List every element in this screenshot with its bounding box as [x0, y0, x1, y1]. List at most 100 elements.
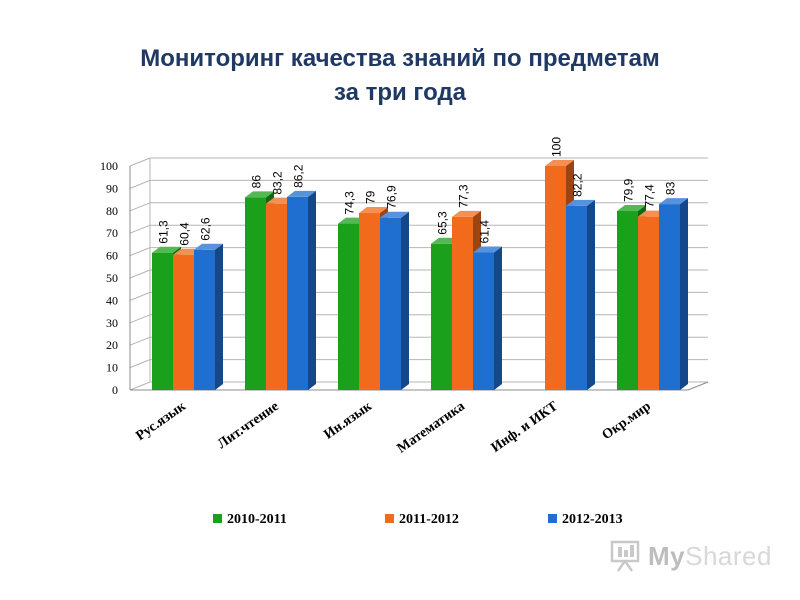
- bar-front: [245, 197, 266, 390]
- bar-front: [173, 254, 194, 390]
- bar-top: [452, 210, 481, 217]
- bar-front: [452, 216, 473, 390]
- data-label: 61,4: [478, 220, 492, 244]
- bar-side: [680, 198, 688, 390]
- gridline-side: [129, 359, 151, 369]
- bar: [566, 199, 595, 390]
- bar-front: [638, 216, 659, 390]
- legend-label: 2010-2011: [227, 512, 287, 527]
- y-tick-label: 50: [106, 271, 118, 285]
- bar-front: [380, 217, 401, 390]
- y-tick-label: 20: [106, 338, 118, 352]
- bar-top: [287, 190, 316, 197]
- x-tick-label: Рус.язык: [133, 398, 189, 444]
- bar-front: [473, 252, 494, 390]
- gridline-side: [129, 202, 151, 212]
- data-label: 86: [250, 175, 264, 189]
- bar-front: [287, 196, 308, 390]
- bar: [380, 211, 409, 390]
- bar-front: [359, 213, 380, 390]
- legend-swatch: [548, 514, 557, 523]
- y-tick-label: 30: [106, 316, 118, 330]
- data-label: 76,9: [385, 185, 399, 209]
- y-tick-label: 0: [112, 383, 118, 397]
- data-label: 79: [364, 190, 378, 204]
- bar-top: [152, 246, 181, 253]
- bar-front: [431, 243, 452, 390]
- bar-front: [659, 204, 680, 390]
- bar-top: [473, 246, 502, 253]
- bar-top: [245, 191, 274, 198]
- bar-top: [194, 243, 223, 250]
- legend-swatch: [385, 514, 394, 523]
- gridline-side: [129, 157, 151, 167]
- bar: [659, 198, 688, 390]
- data-label: 65,3: [436, 211, 450, 235]
- data-label: 74,3: [343, 191, 357, 215]
- floor-edge: [687, 381, 709, 391]
- legend-label: 2011-2012: [399, 512, 459, 527]
- bar-top: [380, 211, 409, 218]
- gridline-side: [129, 336, 151, 346]
- chart-title-line-1: Мониторинг качества знаний по предметам: [140, 45, 660, 72]
- bar-side: [587, 199, 595, 390]
- watermark: MyShared: [608, 536, 772, 576]
- y-tick-label: 80: [106, 204, 118, 218]
- bar-top: [659, 198, 688, 205]
- bar-side: [401, 211, 409, 390]
- data-label: 77,3: [457, 184, 471, 208]
- data-label: 86,2: [292, 164, 306, 188]
- gridline-side: [129, 314, 151, 324]
- bar-top: [617, 205, 646, 212]
- y-tick-label: 40: [106, 293, 118, 307]
- x-tick-label: Ин.язык: [321, 398, 375, 442]
- data-label: 79,9: [622, 178, 636, 202]
- gridline-side: [129, 291, 151, 301]
- gridlines: [129, 157, 708, 391]
- chart-title: Мониторинг качества знаний по предметам …: [0, 42, 800, 110]
- x-tick-label: Инф. и ИКТ: [489, 399, 562, 456]
- y-tick-label: 70: [106, 226, 118, 240]
- bar-side: [215, 243, 223, 390]
- gridline-side: [129, 224, 151, 234]
- presentation-board-icon: [610, 540, 640, 572]
- y-tick-label: 60: [106, 249, 118, 263]
- bar: [473, 246, 502, 390]
- y-tick-label: 100: [100, 159, 118, 173]
- legend-label: 2012-2013: [562, 512, 623, 527]
- data-label: 61,3: [157, 220, 171, 244]
- gridline-side: [129, 247, 151, 257]
- y-tick-label: 90: [106, 181, 118, 195]
- bar-front: [545, 166, 566, 390]
- bar-top: [566, 199, 595, 206]
- data-label: 62,6: [199, 217, 213, 241]
- gridline-side: [129, 269, 151, 279]
- data-label: 82,2: [571, 173, 585, 197]
- bar-side: [494, 246, 502, 390]
- chart-title-line-2: за три года: [333, 79, 467, 106]
- data-label: 83: [664, 181, 678, 195]
- bar-top: [545, 160, 574, 166]
- data-label: 60,4: [178, 222, 192, 246]
- x-tick-label: Лит.чтение: [215, 399, 282, 452]
- y-tick-label: 10: [106, 361, 118, 375]
- data-label: 100: [550, 137, 564, 157]
- bar-front: [338, 223, 359, 390]
- bar-front: [152, 252, 173, 390]
- bar-top: [359, 207, 388, 214]
- gridline-side: [129, 381, 151, 391]
- x-tick-label: Окр.мир: [600, 399, 654, 443]
- watermark-text: MyShared: [648, 540, 772, 571]
- gridline-side: [129, 179, 151, 189]
- x-tick-label: Математика: [395, 399, 468, 457]
- bar-front: [566, 205, 587, 390]
- legend: 2010-2011 2011-2012 2012-2013: [213, 512, 623, 527]
- bar: [194, 243, 223, 390]
- bar-front: [266, 203, 287, 390]
- bar-front: [617, 211, 638, 390]
- legend-swatch: [213, 514, 222, 523]
- data-label: 83,2: [271, 171, 285, 195]
- bar-front: [194, 249, 215, 390]
- data-label: 77,4: [643, 184, 657, 208]
